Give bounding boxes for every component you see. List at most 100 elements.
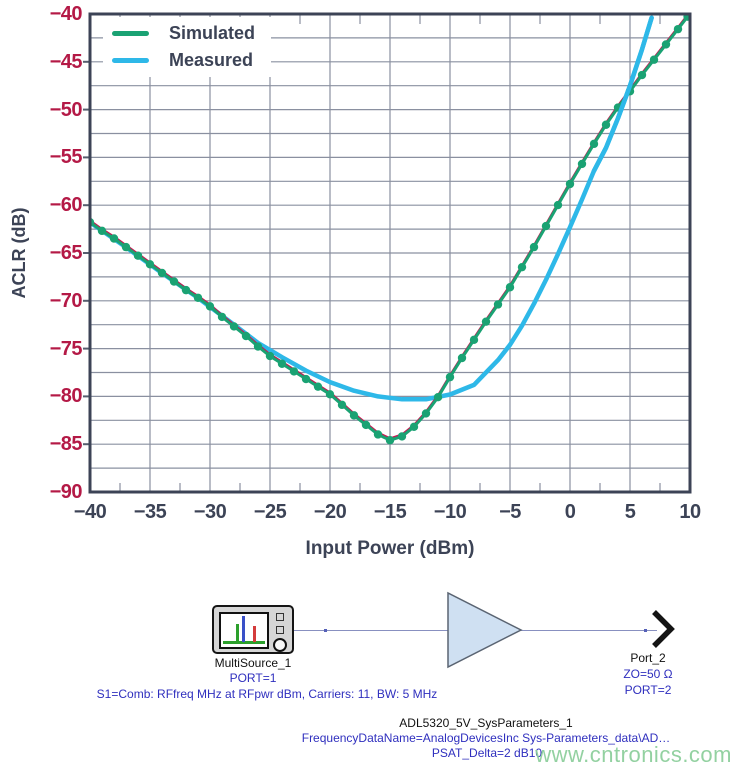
simulated-marker xyxy=(217,312,227,322)
port2-number-label: PORT=2 xyxy=(624,683,672,697)
simulated-marker xyxy=(433,393,443,402)
simulated-marker xyxy=(541,221,551,231)
y-tick-label: −50 xyxy=(49,98,83,121)
wire-amp-to-port xyxy=(520,630,657,631)
multisource-instrument-icon xyxy=(212,605,294,654)
aclr-chart xyxy=(83,12,692,494)
x-tick-label: 0 xyxy=(564,501,576,523)
instrument-knob-icon xyxy=(273,638,287,652)
simulated-marker xyxy=(565,179,575,189)
legend-item-measured: Measured xyxy=(103,50,271,71)
simulated-marker xyxy=(529,242,539,252)
y-tick-label: −65 xyxy=(49,242,83,264)
x-axis-title: Input Power (dBm) xyxy=(305,538,475,559)
simulated-marker xyxy=(133,251,143,260)
simulated-marker xyxy=(265,351,275,361)
x-tick-label: 10 xyxy=(679,501,701,523)
y-tick-label: −85 xyxy=(49,433,83,456)
amp-param1-label: FrequencyDataName=AnalogDevicesInc Sys-P… xyxy=(301,731,671,745)
simulated-marker xyxy=(517,262,527,272)
x-tick-label: −20 xyxy=(313,501,347,523)
simulated-marker xyxy=(661,40,671,49)
simulated-marker xyxy=(601,120,611,129)
simulated-marker xyxy=(637,70,647,80)
y-tick-label: −80 xyxy=(49,385,83,408)
simulated-marker xyxy=(445,372,455,382)
simulated-marker xyxy=(683,14,690,21)
simulated-marker xyxy=(505,283,515,292)
simulated-marker xyxy=(241,331,251,341)
legend: Simulated Measured xyxy=(103,17,271,77)
legend-label-simulated: Simulated xyxy=(169,23,256,43)
multisource-port-label: PORT=1 xyxy=(229,671,277,685)
simulated-marker xyxy=(469,335,479,345)
port2-impedance-label: ZO=50 Ω xyxy=(623,667,673,681)
source-params-label: S1=Comb: RFfreq MHz at RFpwr dBm, Carrie… xyxy=(96,687,438,701)
simulated-marker xyxy=(313,382,323,391)
simulated-marker xyxy=(589,139,599,149)
x-tick-label: −15 xyxy=(373,501,407,523)
simulated-marker xyxy=(349,411,359,420)
multisource-label: MultiSource_1 xyxy=(214,656,292,670)
simulated-marker xyxy=(385,436,395,445)
x-tick-label: −5 xyxy=(499,501,521,523)
legend-label-measured: Measured xyxy=(169,50,254,70)
simulated-marker xyxy=(553,200,563,210)
simulated-marker xyxy=(277,359,287,368)
simulated-marker xyxy=(673,24,683,34)
simulated-marker xyxy=(145,260,155,269)
wire-source-to-amp xyxy=(294,630,452,631)
x-tick-label: −25 xyxy=(253,501,287,523)
y-tick-label: −40 xyxy=(49,3,83,25)
y-tick-label: −55 xyxy=(49,146,83,169)
simulated-marker xyxy=(289,367,299,376)
simulated-marker xyxy=(577,159,587,169)
port2-label: Port_2 xyxy=(630,651,666,665)
simulated-marker xyxy=(253,342,263,351)
y-axis-title: ACLR (dB) xyxy=(9,207,29,299)
wire-node-icon xyxy=(324,629,327,632)
watermark-text: www.cntronics.com xyxy=(535,742,732,767)
spectrum-trace-icon xyxy=(223,616,265,644)
y-tick-label: −70 xyxy=(49,289,83,312)
instrument-button-icon xyxy=(276,613,284,621)
instrument-button-icon xyxy=(276,626,284,634)
simulated-marker xyxy=(325,390,335,399)
y-tick-label: −75 xyxy=(49,337,83,360)
amplifier-icon xyxy=(447,591,523,669)
measured-line-top xyxy=(591,15,654,174)
plot-border xyxy=(88,12,692,494)
simulated-marker xyxy=(409,422,419,432)
port-arrow-icon xyxy=(652,610,675,648)
simulated-marker xyxy=(301,374,311,384)
simulated-marker xyxy=(157,268,167,278)
simulated-underline xyxy=(90,14,689,440)
simulated-marker xyxy=(373,430,383,439)
y-tick-label: −60 xyxy=(49,194,83,217)
amp-param2-label: PSAT_Delta=2 dB10 xyxy=(431,746,543,760)
x-tick-label: −10 xyxy=(433,501,467,523)
simulated-marker xyxy=(121,242,131,252)
simulated-marker xyxy=(169,277,179,286)
simulated-marker xyxy=(649,55,659,64)
simulated-marker xyxy=(421,409,431,418)
simulated-marker xyxy=(361,420,371,430)
series-layer xyxy=(90,14,690,445)
spectrum-screen-icon xyxy=(219,612,269,649)
y-tick-label: −90 xyxy=(49,481,83,503)
simulated-marker xyxy=(193,293,203,302)
x-tick-label: −30 xyxy=(193,501,227,523)
x-tick-label: 5 xyxy=(624,501,636,523)
amp-name-label: ADL5320_5V_SysParameters_1 xyxy=(399,716,573,730)
simulated-marker xyxy=(181,285,191,295)
wire-node-icon xyxy=(644,629,647,632)
x-tick-label: −40 xyxy=(73,501,107,523)
legend-swatch-simulated xyxy=(112,31,149,36)
simulated-marker xyxy=(109,234,119,243)
simulated-marker xyxy=(457,353,467,363)
legend-swatch-measured xyxy=(112,58,149,63)
simulated-marker xyxy=(493,300,503,309)
simulated-marker xyxy=(229,322,239,331)
simulated-marker xyxy=(97,226,107,236)
